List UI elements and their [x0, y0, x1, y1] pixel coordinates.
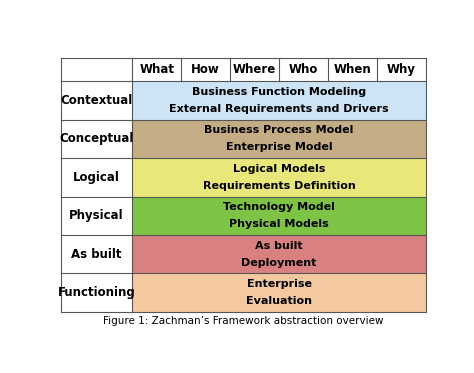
Text: External Requirements and Drivers: External Requirements and Drivers: [169, 104, 389, 114]
Bar: [61, 197, 132, 235]
Bar: [132, 273, 426, 312]
Text: Conceptual: Conceptual: [59, 132, 134, 145]
Text: How: How: [191, 63, 220, 76]
Text: Evaluation: Evaluation: [246, 296, 312, 306]
Bar: [61, 235, 132, 273]
Text: Where: Where: [233, 63, 276, 76]
Text: Enterprise Model: Enterprise Model: [226, 142, 332, 152]
Text: Logical: Logical: [73, 171, 120, 184]
Bar: [132, 197, 426, 235]
Text: As built: As built: [255, 241, 303, 251]
Bar: [132, 81, 426, 120]
Bar: [132, 158, 426, 197]
Text: Business Process Model: Business Process Model: [204, 125, 354, 135]
Bar: [61, 120, 132, 158]
Text: Physical: Physical: [69, 209, 124, 222]
Text: Who: Who: [289, 63, 318, 76]
Text: As built: As built: [72, 248, 122, 261]
Bar: [132, 235, 426, 273]
Bar: [61, 81, 132, 120]
Text: Enterprise: Enterprise: [246, 279, 311, 289]
Text: Physical Models: Physical Models: [229, 219, 329, 229]
Bar: [61, 158, 132, 197]
Text: Contextual: Contextual: [61, 94, 133, 107]
Text: Why: Why: [387, 63, 416, 76]
Text: Business Function Modeling: Business Function Modeling: [192, 87, 366, 97]
Text: When: When: [334, 63, 371, 76]
Bar: [61, 273, 132, 312]
Text: Requirements Definition: Requirements Definition: [203, 181, 356, 191]
Text: Deployment: Deployment: [241, 258, 317, 268]
Text: Logical Models: Logical Models: [233, 164, 325, 174]
Text: Technology Model: Technology Model: [223, 202, 335, 212]
Text: Figure 1: Zachman’s Framework abstraction overview: Figure 1: Zachman’s Framework abstractio…: [103, 316, 383, 326]
Text: What: What: [139, 63, 174, 76]
Text: Functioning: Functioning: [58, 286, 136, 299]
Bar: [132, 120, 426, 158]
